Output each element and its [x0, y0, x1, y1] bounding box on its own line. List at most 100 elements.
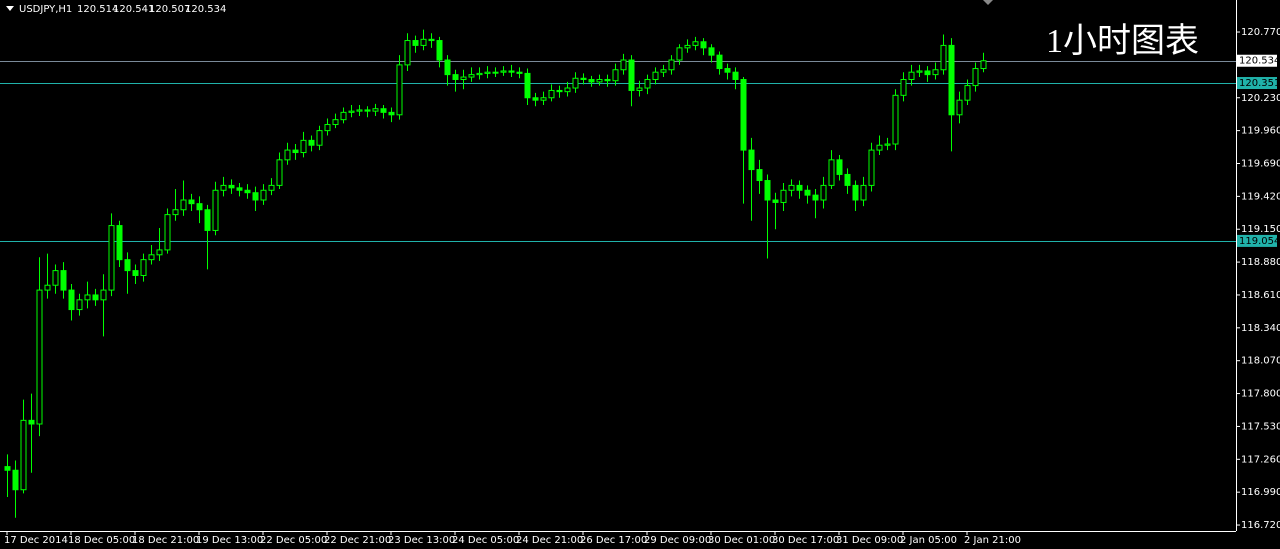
candle-body: [364, 109, 371, 112]
candle-body: [356, 109, 363, 112]
candle-body: [132, 270, 139, 276]
candle-body: [804, 189, 811, 196]
candle-body: [212, 189, 219, 231]
candle-body: [84, 294, 91, 301]
candle-body: [980, 60, 987, 70]
price-label-box: [1237, 234, 1277, 247]
candle-body: [836, 159, 843, 175]
y-tick-label: 118.340: [1241, 323, 1280, 334]
y-tick-label: 118.880: [1241, 257, 1280, 268]
candle-body: [940, 44, 947, 71]
candle-body: [276, 159, 283, 186]
y-tick-label: 119.420: [1241, 191, 1280, 202]
candle-body: [820, 184, 827, 201]
candle-body: [732, 71, 739, 80]
menu-arrow[interactable]: [6, 6, 14, 11]
annotation: 1小时图表: [1046, 22, 1199, 60]
x-tick-label: 17 Dec 2014: [4, 535, 68, 546]
candle-body: [716, 54, 723, 70]
candle-body: [236, 187, 243, 191]
candle-body: [924, 70, 931, 76]
candle-body: [660, 69, 667, 73]
candle-body: [532, 97, 539, 101]
x-tick-label: 30 Dec 01:00: [708, 535, 775, 546]
candle-body: [324, 124, 331, 132]
candle-body: [372, 108, 379, 112]
header-low: 120.507: [149, 4, 190, 15]
candle-body: [604, 78, 611, 82]
candle-body: [500, 70, 507, 73]
candle-body: [708, 47, 715, 56]
candle-body: [380, 108, 387, 113]
candle-body: [164, 214, 171, 251]
candle-body: [172, 209, 179, 216]
candle-body: [844, 173, 851, 186]
candle-body: [188, 199, 195, 205]
candle-body: [556, 89, 563, 93]
y-tick-label: 116.720: [1241, 520, 1280, 531]
candle-body: [388, 111, 395, 116]
candle-body: [916, 70, 923, 73]
candle-body: [860, 184, 867, 201]
candle-body: [572, 77, 579, 89]
candle-body: [548, 89, 555, 99]
candles: [4, 29, 987, 518]
candle-body: [252, 192, 259, 201]
candle-body: [28, 419, 35, 425]
candle-body: [876, 144, 883, 151]
price-label-box: [1237, 54, 1277, 67]
candle-body: [900, 78, 907, 96]
candle-body: [36, 289, 43, 425]
x-tick-label: 19 Dec 13:00: [196, 535, 263, 546]
candle-body: [484, 71, 491, 74]
candle-body: [828, 159, 835, 186]
candle-body: [476, 72, 483, 76]
candle-body: [300, 139, 307, 154]
candle-body: [948, 44, 955, 116]
candle-body: [260, 189, 267, 201]
x-tick-label: 2 Jan 21:00: [964, 535, 1021, 546]
candle-body: [564, 87, 571, 93]
candle-body: [44, 284, 51, 291]
price-label: 120.351: [1239, 78, 1280, 89]
candle-body: [268, 184, 275, 191]
candle-body: [436, 40, 443, 61]
header-high: 120.541: [113, 4, 154, 15]
candle-body: [884, 143, 891, 146]
x-tick-label: 22 Dec 05:00: [260, 535, 327, 546]
candle-body: [892, 94, 899, 145]
candle-body: [20, 419, 27, 491]
candle-body: [428, 38, 435, 42]
candle-body: [452, 74, 459, 80]
candle-body: [788, 184, 795, 191]
candle-body: [588, 78, 595, 83]
chart-shift-marker: [983, 0, 993, 5]
candle-body: [4, 466, 11, 471]
x-tick-label: 24 Dec 05:00: [452, 535, 519, 546]
candle-body: [796, 184, 803, 191]
candle-body: [108, 225, 115, 291]
candle-body: [700, 41, 707, 49]
candle-body: [204, 209, 211, 231]
y-tick-label: 118.070: [1241, 356, 1280, 367]
x-tick-label: 22 Dec 21:00: [324, 535, 391, 546]
candle-body: [52, 270, 59, 286]
y-tick-label: 117.260: [1241, 454, 1280, 465]
header-close: 120.534: [185, 4, 226, 15]
candle-body: [12, 469, 19, 491]
candle-body: [852, 184, 859, 201]
candle-body: [404, 40, 411, 66]
candle-body: [140, 259, 147, 276]
candle-body: [748, 149, 755, 171]
candle-body: [444, 59, 451, 76]
candle-body: [100, 289, 107, 301]
candle-body: [508, 70, 515, 73]
candle-body: [156, 249, 163, 256]
candle-body: [740, 78, 747, 151]
y-tick-label: 119.150: [1241, 224, 1280, 235]
x-tick-label: 30 Dec 17:00: [772, 535, 839, 546]
candle-body: [396, 64, 403, 116]
candle-body: [316, 130, 323, 146]
x-tick-label: 23 Dec 13:00: [388, 535, 455, 546]
candle-body: [524, 72, 531, 99]
